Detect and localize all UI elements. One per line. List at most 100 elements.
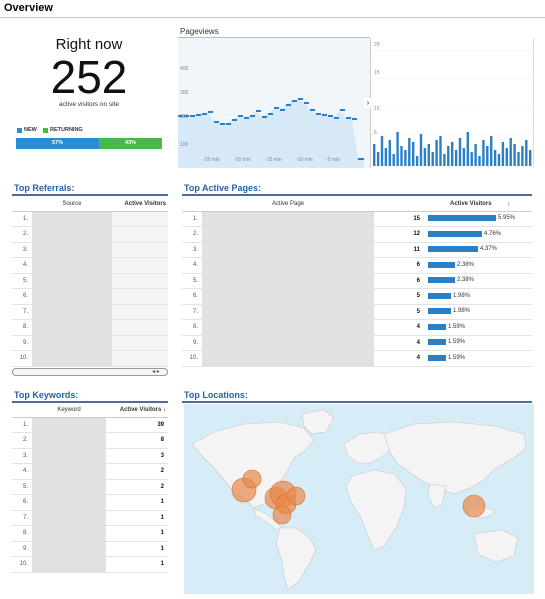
- active-page-cell[interactable]: [202, 288, 374, 305]
- keyword-active-count: 1: [106, 556, 168, 573]
- table-row[interactable]: 6. 5 1.98%: [182, 288, 532, 305]
- active-cell: [112, 242, 168, 258]
- table-row[interactable]: 9.: [12, 335, 168, 351]
- pageview-bar: [493, 150, 497, 166]
- table-row[interactable]: 8. 1: [12, 525, 168, 542]
- pageview-bar: [396, 132, 399, 166]
- pageview-bar: [412, 142, 415, 166]
- table-row[interactable]: 10. 4 1.59%: [182, 350, 532, 367]
- keyword-cell[interactable]: [32, 479, 106, 495]
- table-row[interactable]: 6. 1: [12, 494, 168, 511]
- active-visitors-col-header[interactable]: Active Visitors ↓: [424, 197, 532, 212]
- pageview-bar: [458, 138, 462, 166]
- table-row[interactable]: 4. 6 2.38%: [182, 257, 532, 274]
- table-row[interactable]: 7. 5 1.98%: [182, 304, 532, 320]
- horizontal-scrollbar[interactable]: [12, 368, 168, 376]
- keyword-active-count: 2: [106, 463, 168, 480]
- table-row[interactable]: 2. 12 4.76%: [182, 226, 532, 243]
- table-row[interactable]: 5. 6 2.38%: [182, 273, 532, 289]
- world-map[interactable]: [184, 404, 534, 594]
- table-row[interactable]: 7. 1: [12, 510, 168, 526]
- keyword-cell[interactable]: [32, 510, 106, 526]
- active-page-cell[interactable]: [202, 273, 374, 289]
- table-row[interactable]: 2. 8: [12, 432, 168, 449]
- keyword-cell[interactable]: [32, 463, 106, 480]
- source-cell: [32, 288, 112, 305]
- table-row[interactable]: 5. 2: [12, 479, 168, 495]
- keyword-cell[interactable]: [32, 494, 106, 511]
- chevron-right-icon[interactable]: ›: [364, 98, 372, 108]
- keyword-cell[interactable]: [32, 432, 106, 449]
- table-row[interactable]: 8. 4 1.59%: [182, 319, 532, 336]
- top-referrals-title: Top Referrals:: [14, 183, 75, 193]
- table-row[interactable]: 7.: [12, 304, 168, 320]
- table-row[interactable]: 9. 1: [12, 541, 168, 557]
- active-col-header[interactable]: Active Visitors: [112, 197, 168, 212]
- pageview-bar: [376, 152, 380, 166]
- row-index: 9.: [12, 541, 32, 557]
- active-page-col-header[interactable]: Active Page: [202, 197, 374, 212]
- active-page-cell[interactable]: [202, 319, 374, 336]
- keyword-cell[interactable]: [32, 541, 106, 557]
- kw-active-col-header[interactable]: Active Visitors ↓: [106, 403, 168, 418]
- table-row[interactable]: 1. 39: [12, 417, 168, 433]
- visitor-share-bar: [428, 308, 451, 315]
- row-index: 5.: [182, 273, 202, 289]
- keyword-cell[interactable]: [32, 525, 106, 542]
- scroll-arrows-icon[interactable]: ◂ ▸: [152, 369, 160, 375]
- keyword-cell[interactable]: [32, 556, 106, 573]
- visitor-share-bar: [428, 246, 478, 253]
- keyword-active-count: 39: [106, 417, 168, 433]
- table-row[interactable]: 3.: [12, 242, 168, 258]
- source-cell: [32, 226, 112, 243]
- keyword-cell[interactable]: [32, 448, 106, 464]
- row-index: 10.: [12, 556, 32, 573]
- active-page-cell[interactable]: [202, 242, 374, 258]
- pageviews-second-svg: [371, 50, 534, 166]
- active-visitors-count: 4: [374, 335, 424, 351]
- table-row[interactable]: 3. 11 4.37%: [182, 242, 532, 258]
- divider: [0, 17, 545, 18]
- page-title: Overview: [4, 2, 53, 14]
- top-pages-table: Active Page Active Visitors ↓ 1. 15 5.95% 2…: [182, 197, 532, 367]
- active-page-cell[interactable]: [202, 211, 374, 227]
- pageview-bar: [501, 142, 505, 166]
- table-row[interactable]: 10.: [12, 350, 168, 367]
- y-tick-right: 10: [374, 106, 380, 112]
- active-cell: [112, 304, 168, 320]
- active-page-cell[interactable]: [202, 257, 374, 274]
- table-row[interactable]: 8.: [12, 319, 168, 336]
- returning-swatch: [43, 127, 48, 133]
- source-cell: [32, 211, 112, 227]
- arrow-down-icon[interactable]: ↓: [507, 200, 511, 207]
- row-index: 6.: [12, 288, 32, 305]
- table-row[interactable]: 5.: [12, 273, 168, 289]
- keyword-col-header[interactable]: Keyword: [32, 403, 106, 418]
- table-row[interactable]: 10. 1: [12, 556, 168, 573]
- pageview-bar: [505, 148, 508, 166]
- table-row[interactable]: 1.: [12, 211, 168, 227]
- table-row[interactable]: 4. 2: [12, 463, 168, 480]
- table-row[interactable]: 4.: [12, 257, 168, 274]
- legend-returning: RETURNING: [43, 127, 83, 133]
- table-row[interactable]: 9. 4 1.59%: [182, 335, 532, 351]
- source-col-header[interactable]: Source: [32, 197, 112, 212]
- table-row[interactable]: 2.: [12, 226, 168, 243]
- table-row[interactable]: 1. 15 5.95%: [182, 211, 532, 227]
- visitor-share-pct: 1.98%: [453, 308, 471, 315]
- active-page-cell[interactable]: [202, 335, 374, 351]
- active-page-cell[interactable]: [202, 226, 374, 243]
- arrow-down-icon[interactable]: ↓: [163, 406, 166, 413]
- pageview-bar: [478, 156, 481, 166]
- active-page-cell[interactable]: [202, 304, 374, 320]
- keyword-cell[interactable]: [32, 417, 106, 433]
- active-page-cell[interactable]: [202, 350, 374, 367]
- row-index: 9.: [12, 335, 32, 351]
- active-cell: [112, 335, 168, 351]
- table-row[interactable]: 3. 3: [12, 448, 168, 464]
- active-cell: [112, 226, 168, 243]
- active-visitors-count: 5: [374, 304, 424, 320]
- table-row[interactable]: 6.: [12, 288, 168, 305]
- pageview-bar: [384, 148, 388, 166]
- pageview-bar: [435, 140, 438, 166]
